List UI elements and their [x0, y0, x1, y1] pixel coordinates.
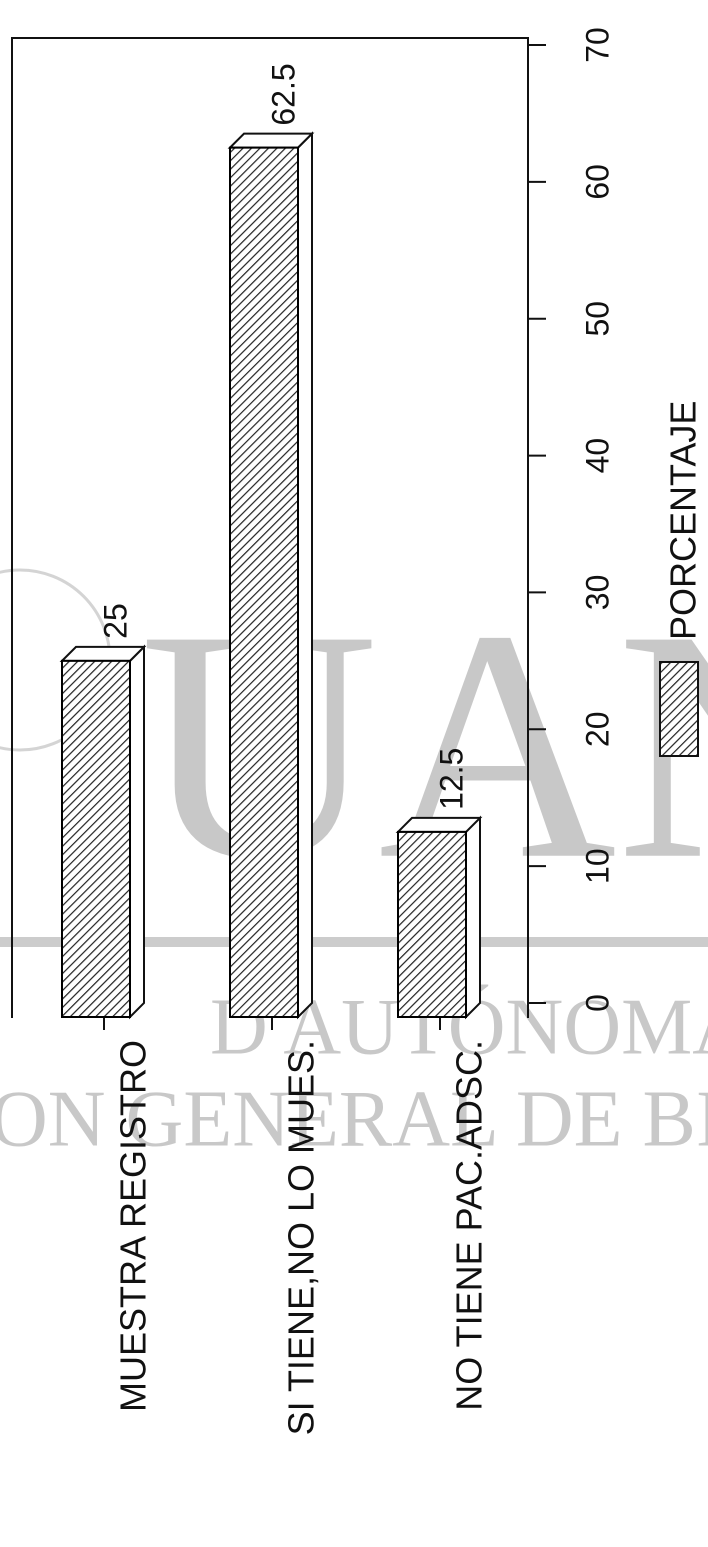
frame — [11, 37, 529, 1018]
plot: 0 10 20 30 40 50 60 70 25 MUESTRA REGISTRO 62.5 SI … — [11, 27, 704, 1435]
x-tick-label: MUESTRA REGISTRO — [113, 1040, 154, 1412]
y-tick-label: 60 — [579, 164, 615, 200]
bar-top — [59, 645, 147, 662]
data-label: 12.5 — [433, 748, 469, 810]
y-tick-label: 20 — [579, 711, 615, 747]
y-tick-label: 50 — [579, 301, 615, 337]
bar-side — [129, 644, 145, 1020]
x-tick-label: SI TIENE,NO LO MUES. — [281, 1040, 322, 1435]
legend-swatch — [659, 661, 699, 757]
bar-top — [227, 132, 315, 149]
bar-top — [395, 816, 483, 833]
y-tick-label: 10 — [579, 848, 615, 884]
bar — [397, 830, 467, 1019]
y-tick-label: 0 — [579, 994, 615, 1012]
y-tick-label: 40 — [579, 438, 615, 474]
bar — [229, 146, 299, 1018]
bar-side — [465, 815, 481, 1020]
bar-side — [297, 131, 313, 1020]
data-label: 62.5 — [265, 63, 301, 125]
x-tick-label: NO TIENE PAC.ADSC. — [449, 1040, 490, 1411]
bar — [61, 659, 131, 1018]
legend-label: PORCENTAJE — [663, 401, 704, 640]
y-tick-label: 70 — [579, 27, 615, 63]
watermark-text: ON GENERAL DE BIBLIOTECA — [0, 1075, 708, 1163]
data-label: 25 — [97, 603, 133, 639]
y-tick-label: 30 — [579, 575, 615, 611]
